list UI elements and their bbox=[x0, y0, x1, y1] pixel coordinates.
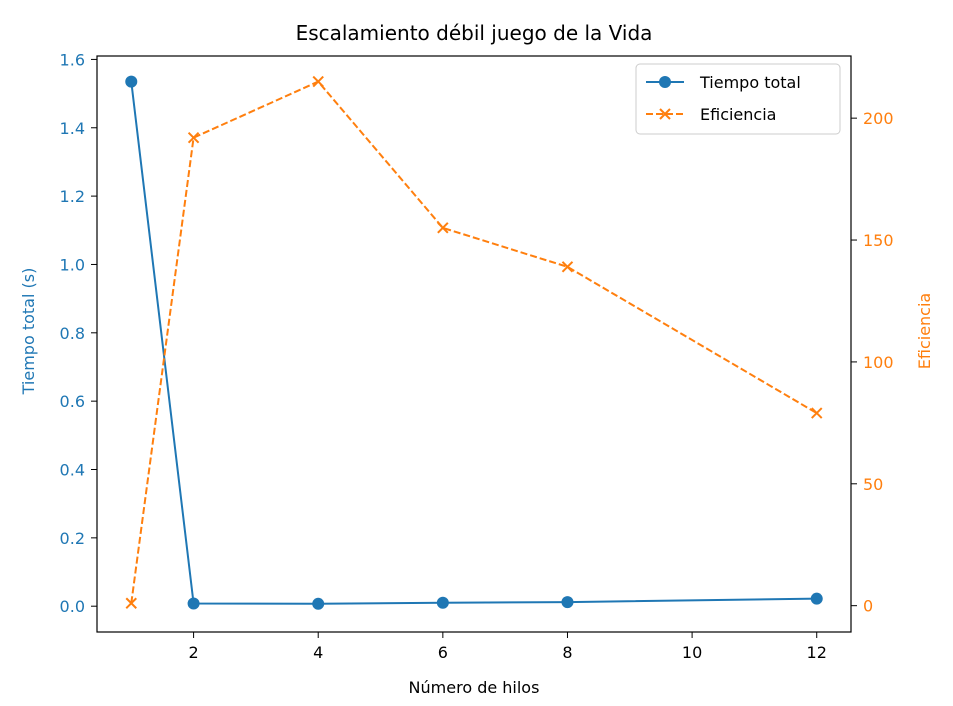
data-point bbox=[312, 597, 325, 610]
legend-box bbox=[635, 63, 841, 135]
x-marker-stroke bbox=[125, 597, 137, 609]
data-point bbox=[437, 222, 449, 234]
series-tiempo-total bbox=[125, 75, 823, 610]
x-marker-stroke bbox=[187, 131, 200, 144]
legend: Tiempo total Eficiencia bbox=[635, 63, 841, 135]
axes-frame bbox=[96, 55, 852, 633]
y-left-tick-label: 0.0 bbox=[60, 597, 85, 616]
y-left-tick-label: 1.0 bbox=[60, 255, 85, 274]
data-point bbox=[811, 407, 823, 419]
x-marker-stroke bbox=[437, 222, 449, 234]
y-left-tick-label: 1.4 bbox=[60, 119, 85, 138]
series-line bbox=[130, 80, 818, 604]
data-point bbox=[561, 261, 574, 273]
data-point bbox=[312, 75, 324, 88]
y-right-tick-label: 100 bbox=[863, 353, 894, 372]
y-right-tick-label: 0 bbox=[863, 597, 873, 616]
x-axis-label: Número de hilos bbox=[409, 678, 540, 697]
y-right-tick-label: 50 bbox=[863, 475, 883, 494]
x-tick-label: 10 bbox=[682, 643, 702, 662]
legend-label: Eficiencia bbox=[700, 105, 776, 124]
y-axis-left-label: Tiempo total (s) bbox=[19, 268, 38, 396]
y-left-tick-label: 0.2 bbox=[60, 529, 85, 548]
data-point bbox=[810, 592, 823, 605]
y-right-tick-label: 200 bbox=[863, 109, 894, 128]
y-left-tick-label: 0.4 bbox=[60, 461, 85, 480]
x-marker-stroke bbox=[561, 261, 574, 273]
legend-label: Tiempo total bbox=[699, 73, 801, 92]
data-point bbox=[187, 597, 200, 610]
data-point bbox=[436, 596, 449, 609]
data-point bbox=[561, 596, 574, 609]
data-point bbox=[125, 75, 138, 88]
legend-marker bbox=[659, 108, 671, 120]
series-eficiencia bbox=[125, 75, 823, 609]
legend-entry: Tiempo total bbox=[646, 73, 801, 92]
x-marker-stroke bbox=[312, 75, 324, 88]
chart-title: Escalamiento débil juego de la Vida bbox=[296, 21, 653, 45]
y-right-tick-label: 150 bbox=[863, 231, 894, 250]
x-marker-stroke bbox=[811, 407, 823, 419]
y-left-tick-label: 1.6 bbox=[60, 50, 85, 69]
plot-area: 2 4 6 8 10 12 0.0 0.2 0.4 0.6 0.8 1.0 1.2 1.4 1.6 0 50 10… bbox=[60, 50, 894, 662]
data-point bbox=[187, 131, 200, 144]
x-tick-label: 2 bbox=[188, 643, 198, 662]
x-tick-label: 6 bbox=[438, 643, 448, 662]
legend-marker bbox=[659, 76, 671, 88]
series-line bbox=[130, 81, 817, 605]
x-marker-stroke bbox=[659, 108, 671, 120]
x-tick-label: 12 bbox=[807, 643, 827, 662]
legend-entry: Eficiencia bbox=[646, 105, 776, 124]
x-tick-label: 4 bbox=[313, 643, 323, 662]
y-left-tick-label: 0.6 bbox=[60, 392, 85, 411]
y-left-tick-label: 0.8 bbox=[60, 324, 85, 343]
data-point bbox=[125, 597, 137, 609]
x-tick-label: 8 bbox=[562, 643, 572, 662]
y-left-tick-label: 1.2 bbox=[60, 187, 85, 206]
y-axis-right-label: Eficiencia bbox=[915, 293, 934, 369]
